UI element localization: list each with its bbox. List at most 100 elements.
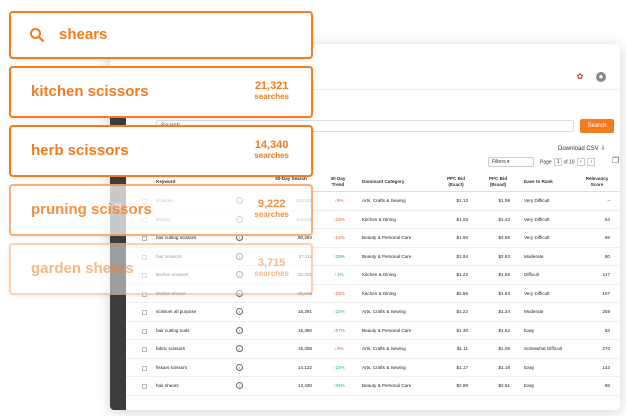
- cell-ppc-exact: $1.11: [456, 346, 468, 351]
- row-checkbox[interactable]: [142, 365, 147, 371]
- cell-trend: ↑34%: [333, 383, 345, 388]
- prev-page-button[interactable]: ‹: [576, 158, 585, 166]
- table-row[interactable]: fabric scissors i 15,308 ↓0% Arts, Crafts & …: [126, 340, 620, 359]
- table-row[interactable]: hair shears i 13,430 ↑34% Beauty & Personal …: [126, 377, 620, 396]
- table-row[interactable]: fiskars scissors i 14,122 ↑15% Arts, Crafts …: [126, 359, 620, 377]
- suggestion-card-pruning-scissors[interactable]: pruning scissors 9,222 searches: [9, 184, 313, 236]
- row-checkbox[interactable]: [142, 347, 147, 352]
- info-icon[interactable]: i: [236, 326, 243, 334]
- cell-ease: Difficult: [524, 272, 539, 277]
- search-icon: [30, 28, 45, 43]
- table-body: scissorsi118,102↓9%Arts, Crafts & Sewing…: [126, 192, 620, 396]
- cell-trend: ↑1%: [334, 272, 344, 277]
- cell-ppc-exact: $2.56: [456, 290, 469, 296]
- download-csv-link[interactable]: Download CSV ⇩: [558, 145, 605, 152]
- cell-ppc-broad: $1.43: [498, 216, 511, 222]
- cell-relevancy: 117: [602, 272, 610, 277]
- cell-ppc-exact: $1.13: [456, 198, 469, 203]
- col-ppc-broad[interactable]: PPC Bid (Broad): [488, 176, 508, 187]
- suggestion-card-herb-scissors[interactable]: herb scissors 14,340 searches: [9, 125, 313, 177]
- cell-category: Beauty & Personal Care: [362, 383, 412, 388]
- cell-search-volume: 15,391: [297, 309, 312, 314]
- row-checkbox[interactable]: [142, 328, 147, 334]
- cell-ease: Very Difficult: [524, 290, 550, 296]
- info-icon[interactable]: i: [236, 363, 243, 371]
- suggestion-count-unit: searches: [254, 151, 289, 160]
- cell-relevancy: 53: [604, 327, 610, 333]
- col-trend[interactable]: 30 Day Trend: [330, 176, 346, 187]
- cell-trend: ↑39%: [333, 253, 345, 259]
- suggestion-card-kitchen-scissors[interactable]: kitchen scissors 21,321 searches: [9, 66, 313, 118]
- info-icon[interactable]: i: [236, 345, 243, 352]
- cell-relevancy: 80: [604, 253, 610, 259]
- cell-ppc-exact: $2.98: [456, 383, 469, 388]
- chevron-down-icon: ▾: [507, 159, 510, 165]
- cell-category: Beauty & Personal Care: [362, 235, 412, 240]
- table-row[interactable]: hair cutting tools i 15,350 ↑67% Beauty & Pe…: [126, 322, 620, 340]
- cell-ease: Moderate: [524, 309, 544, 314]
- cell-trend: ↓15%: [333, 290, 345, 296]
- cell-trend: ↓9%: [334, 198, 344, 203]
- cell-ease: Easy: [524, 327, 535, 333]
- row-checkbox[interactable]: [142, 310, 147, 315]
- suggestion-count-number: 14,340: [254, 139, 289, 151]
- cell-trend: ↑15%: [333, 364, 345, 370]
- search-card[interactable]: shears: [9, 11, 313, 59]
- cell-category: Beauty & Personal Care: [362, 327, 412, 333]
- cell-category: Kitchen & Dining: [362, 216, 396, 222]
- cell-ppc-exact: $1.90: [456, 235, 469, 240]
- cell-category: Kitchen & Dining: [362, 290, 396, 296]
- suggestion-count-unit: searches: [254, 210, 289, 219]
- info-icon[interactable]: i: [236, 382, 243, 389]
- cell-category: Arts, Crafts & Sewing: [362, 346, 406, 351]
- cell-relevancy: 69: [604, 235, 610, 240]
- cell-search-volume: 15,308: [297, 346, 312, 351]
- col-ease[interactable]: Ease to Rank: [524, 179, 553, 184]
- col-search[interactable]: 30-Day Search: [275, 176, 307, 181]
- cell-ppc-broad: $1.06: [498, 346, 511, 351]
- layers-icon[interactable]: ❐: [612, 156, 620, 165]
- suggestion-card-garden-shears[interactable]: garden shears 3,715 searches: [9, 243, 313, 295]
- suggestion-keyword: kitchen scissors: [31, 83, 149, 100]
- cell-ppc-exact: $1.94: [456, 253, 469, 259]
- app-topbar: ✿ ●: [110, 44, 620, 90]
- cell-search-volume: 13,430: [297, 383, 312, 388]
- cell-relevancy: 270: [602, 346, 610, 351]
- table-row[interactable]: scissors all purpose i 15,391 ↑22% Arts, Cra…: [126, 303, 620, 322]
- cell-relevancy: 68: [604, 383, 610, 388]
- cell-trend: ↑22%: [333, 309, 345, 314]
- suggestion-count-number: 3,715: [257, 257, 286, 269]
- cell-ppc-exact: $1.22: [456, 272, 469, 277]
- cell-ease: Very Difficult: [524, 198, 550, 203]
- keyword-table: Keyword 30-Day Search 30 Day Trend Domin…: [126, 172, 620, 396]
- cell-ppc-exact: $1.22: [456, 309, 469, 314]
- gear-icon[interactable]: ✿: [576, 72, 584, 81]
- cell-ppc-broad: $2.65: [498, 235, 511, 240]
- cell-ppc-broad: $1.99: [498, 198, 511, 203]
- cell-search-volume: 14,122: [297, 364, 312, 370]
- col-keyword[interactable]: Keyword: [156, 179, 176, 184]
- filters-label: Filters: [492, 159, 506, 165]
- filters-dropdown[interactable]: Filters ▾: [488, 157, 534, 167]
- col-ppc-exact[interactable]: PPC Bid (Exact): [446, 176, 466, 187]
- user-avatar-icon[interactable]: ●: [596, 72, 606, 82]
- row-checkbox[interactable]: [142, 236, 147, 241]
- cell-ppc-exact: $1.17: [456, 364, 469, 370]
- app-search-button[interactable]: Search: [580, 119, 614, 133]
- cell-ease: Moderate: [524, 253, 544, 259]
- row-checkbox[interactable]: [142, 384, 147, 389]
- next-page-button[interactable]: ›: [587, 158, 596, 166]
- cell-category: Beauty & Personal Care: [362, 253, 412, 259]
- cell-category: Arts, Crafts & Sewing: [362, 364, 406, 370]
- info-icon[interactable]: i: [236, 308, 243, 315]
- cell-trend: ↓14%: [333, 235, 345, 240]
- col-category[interactable]: Dominant Category: [362, 179, 405, 184]
- suggestion-keyword: herb scissors: [31, 142, 129, 159]
- suggestion-keyword: pruning scissors: [31, 201, 152, 218]
- col-relevancy[interactable]: Relevancy Score: [585, 176, 609, 187]
- cell-trend: ↓0%: [334, 346, 344, 351]
- suggestion-count-number: 21,321: [254, 80, 289, 92]
- pagination: Page 1 of 10 ‹ ›: [540, 158, 596, 166]
- page-number-input[interactable]: 1: [554, 158, 563, 166]
- cell-ease: Very Difficult: [524, 235, 550, 240]
